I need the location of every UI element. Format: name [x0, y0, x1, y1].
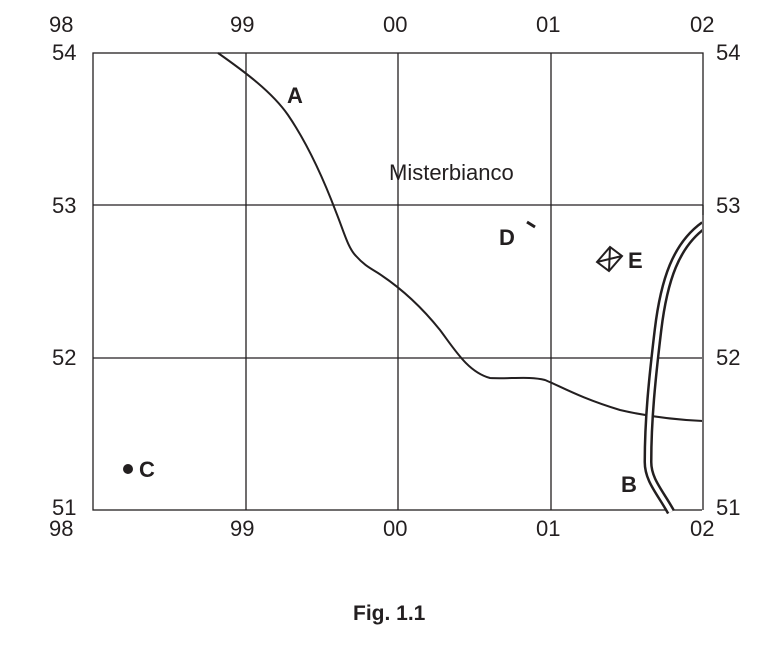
easting-top-99: 99: [230, 12, 255, 37]
easting-bottom-99: 99: [230, 516, 255, 541]
northing-right-54: 54: [716, 40, 741, 65]
northing-left-52: 52: [52, 345, 77, 370]
easting-bottom-00: 00: [383, 516, 408, 541]
easting-bottom-02: 02: [690, 516, 715, 541]
figure-caption: Fig. 1.1: [353, 602, 426, 625]
northing-right-53: 53: [716, 193, 741, 218]
symbol-e-marker: [595, 245, 624, 273]
northing-left-53: 53: [52, 193, 77, 218]
road-b: [643, 221, 707, 515]
northing-right-52: 52: [716, 345, 741, 370]
river-a: [217, 52, 704, 422]
northing-left-51: 51: [52, 495, 77, 520]
symbol-d-label: D: [499, 225, 515, 250]
easting-top-98: 98: [49, 12, 74, 37]
point-c-marker: [123, 464, 133, 474]
symbol-d-marker: [526, 220, 536, 229]
symbol-e-label: E: [628, 248, 643, 273]
easting-top-02: 02: [690, 12, 715, 37]
river-a-label: A: [287, 83, 303, 108]
easting-top-01: 01: [536, 12, 561, 37]
northing-right-51: 51: [716, 495, 741, 520]
easting-top-00: 00: [383, 12, 408, 37]
easting-bottom-01: 01: [536, 516, 561, 541]
place-name-label: Misterbianco: [389, 160, 514, 185]
easting-bottom-98: 98: [49, 516, 74, 541]
grid: [92, 52, 704, 511]
point-c-label: C: [139, 457, 155, 482]
northing-left-54: 54: [52, 40, 77, 65]
road-b-label: B: [621, 472, 637, 497]
